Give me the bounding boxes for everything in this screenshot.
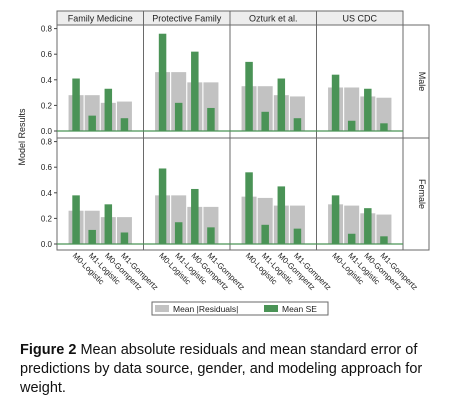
y-tick-label: 0.2 — [41, 101, 53, 110]
bar-residuals — [344, 87, 360, 131]
column-label: Protective Family — [152, 14, 222, 24]
bar-se — [207, 227, 215, 244]
bar-se — [120, 118, 129, 131]
bar-se — [347, 120, 356, 131]
y-tick-label: 0.0 — [41, 127, 53, 136]
legend-swatch-residuals — [155, 305, 169, 312]
bar-se — [104, 204, 113, 244]
caption-text: Mean absolute residuals and mean standar… — [20, 342, 423, 396]
bar-se — [245, 172, 253, 244]
y-axis-label: Model Results — [17, 108, 27, 166]
bar-se — [72, 78, 80, 131]
bar-se — [364, 88, 372, 131]
bar-se — [277, 78, 286, 131]
row-strip — [402, 24, 430, 139]
bar-se — [207, 107, 215, 131]
bar-se — [261, 111, 269, 131]
bar-se — [331, 74, 340, 131]
bar-se — [245, 61, 253, 131]
y-tick-label: 0.6 — [41, 50, 53, 59]
bar-se — [120, 232, 129, 244]
y-tick-label: 0.8 — [41, 25, 53, 34]
bar-se — [261, 224, 269, 244]
bar-se — [191, 188, 199, 244]
bar-se — [191, 51, 199, 131]
bar-se — [380, 236, 388, 244]
y-tick-label: 0.8 — [41, 138, 53, 147]
row-label: Female — [417, 179, 427, 209]
bar-se — [174, 222, 183, 244]
bar-residuals — [376, 97, 392, 131]
column-label: Family Medicine — [68, 14, 133, 24]
figure-caption: Figure 2 Mean absolute residuals and mea… — [20, 341, 445, 398]
bar-se — [104, 88, 113, 131]
bar-se — [174, 102, 183, 131]
column-label: US CDC — [342, 14, 377, 24]
y-tick-label: 0.4 — [41, 189, 53, 198]
caption-label: Figure 2 — [20, 342, 77, 358]
bar-se — [158, 168, 167, 244]
bar-se — [72, 195, 80, 244]
row-strip — [402, 137, 430, 251]
legend-swatch-se — [264, 305, 278, 312]
row-label: Male — [417, 72, 427, 92]
bar-se — [331, 195, 340, 244]
bar-se — [380, 123, 388, 131]
y-tick-label: 0.6 — [41, 163, 53, 172]
bar-se — [347, 233, 356, 244]
y-tick-label: 0.2 — [41, 214, 53, 223]
column-label: Ozturk et al. — [249, 14, 298, 24]
y-tick-label: 0.4 — [41, 76, 53, 85]
legend-label-residuals: Mean |Residuals| — [173, 304, 238, 314]
bar-se — [293, 228, 302, 244]
bar-se — [88, 115, 96, 131]
bar-se — [158, 33, 167, 131]
bar-se — [277, 186, 286, 244]
chart: Family Medicine Protective Family Ozturk e… — [17, 10, 430, 316]
bar-se — [293, 118, 302, 131]
bar-se — [364, 208, 372, 244]
bar-se — [88, 229, 96, 244]
legend-box — [151, 301, 329, 316]
y-tick-label: 0.0 — [41, 240, 53, 249]
legend-label-se: Mean SE — [282, 304, 317, 314]
